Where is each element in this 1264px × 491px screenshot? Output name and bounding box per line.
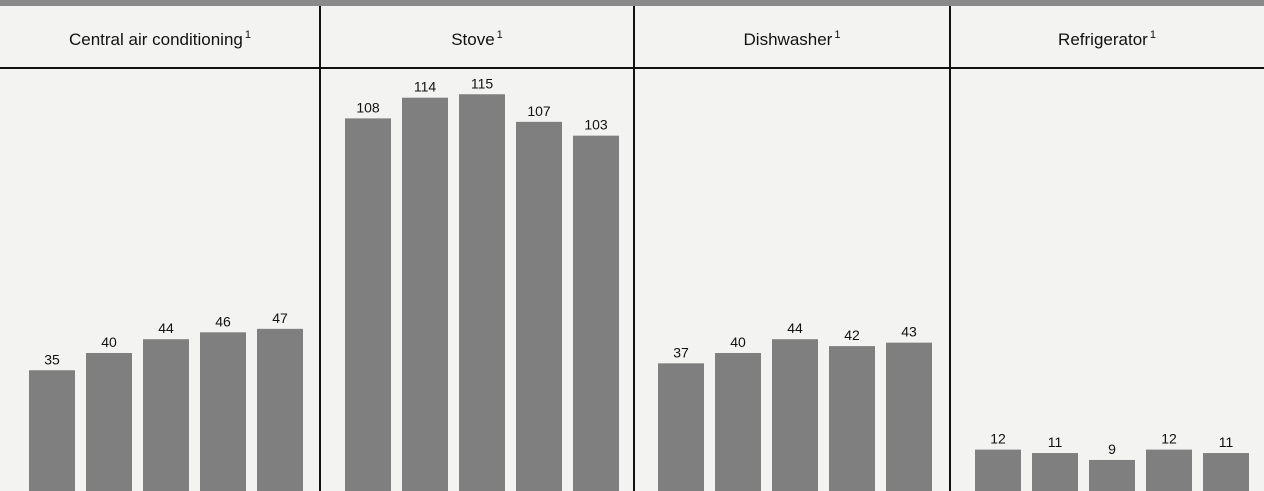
bar-data-label: 44 [158,320,174,336]
bar-data-label: 114 [414,79,437,95]
bar [257,328,303,491]
bar-data-label: 44 [787,320,803,336]
bar-data-label: 107 [527,103,551,119]
bar [86,353,132,491]
bar [143,339,189,491]
bar [886,342,932,491]
top-border [0,0,1264,6]
bar [1146,449,1192,491]
bar [1032,453,1078,491]
bar [200,332,246,491]
bar-data-label: 40 [101,334,117,350]
bar-data-label: 47 [272,310,288,326]
panel-title: Refrigerator 1 [1058,29,1156,49]
bar-data-label: 40 [730,334,746,350]
bar-data-label: 108 [356,99,380,115]
bar [345,118,391,491]
bar-data-label: 12 [990,431,1006,447]
bar-data-label: 11 [1219,434,1234,450]
footnote-mark: 1 [245,29,251,41]
bar-data-label: 46 [215,313,231,329]
bar [459,94,505,491]
bar [516,121,562,491]
bar [715,353,761,491]
bar-data-label: 37 [673,344,689,360]
bar [573,135,619,491]
bar [402,97,448,491]
bar [975,449,1021,491]
bar [658,363,704,491]
bar-data-label: 9 [1108,441,1116,457]
bar-data-label: 35 [44,351,60,367]
panel-title: Stove 1 [451,29,503,49]
bar-data-label: 43 [901,324,917,340]
footnote-mark: 1 [834,29,840,41]
footnote-mark: 1 [1150,29,1156,41]
panel-title: Dishwasher 1 [744,29,841,49]
footnote-mark: 1 [497,29,503,41]
bar-data-label: 12 [1161,431,1177,447]
bar [829,346,875,491]
bar [1203,453,1249,491]
bar [1089,459,1135,491]
bar-data-label: 42 [844,327,860,343]
bar [772,339,818,491]
panel-title: Central air conditioning 1 [69,29,251,49]
bar-data-label: 11 [1048,434,1063,450]
bar-data-label: 103 [584,117,608,133]
bar-data-label: 115 [471,75,494,91]
bar [29,370,75,491]
